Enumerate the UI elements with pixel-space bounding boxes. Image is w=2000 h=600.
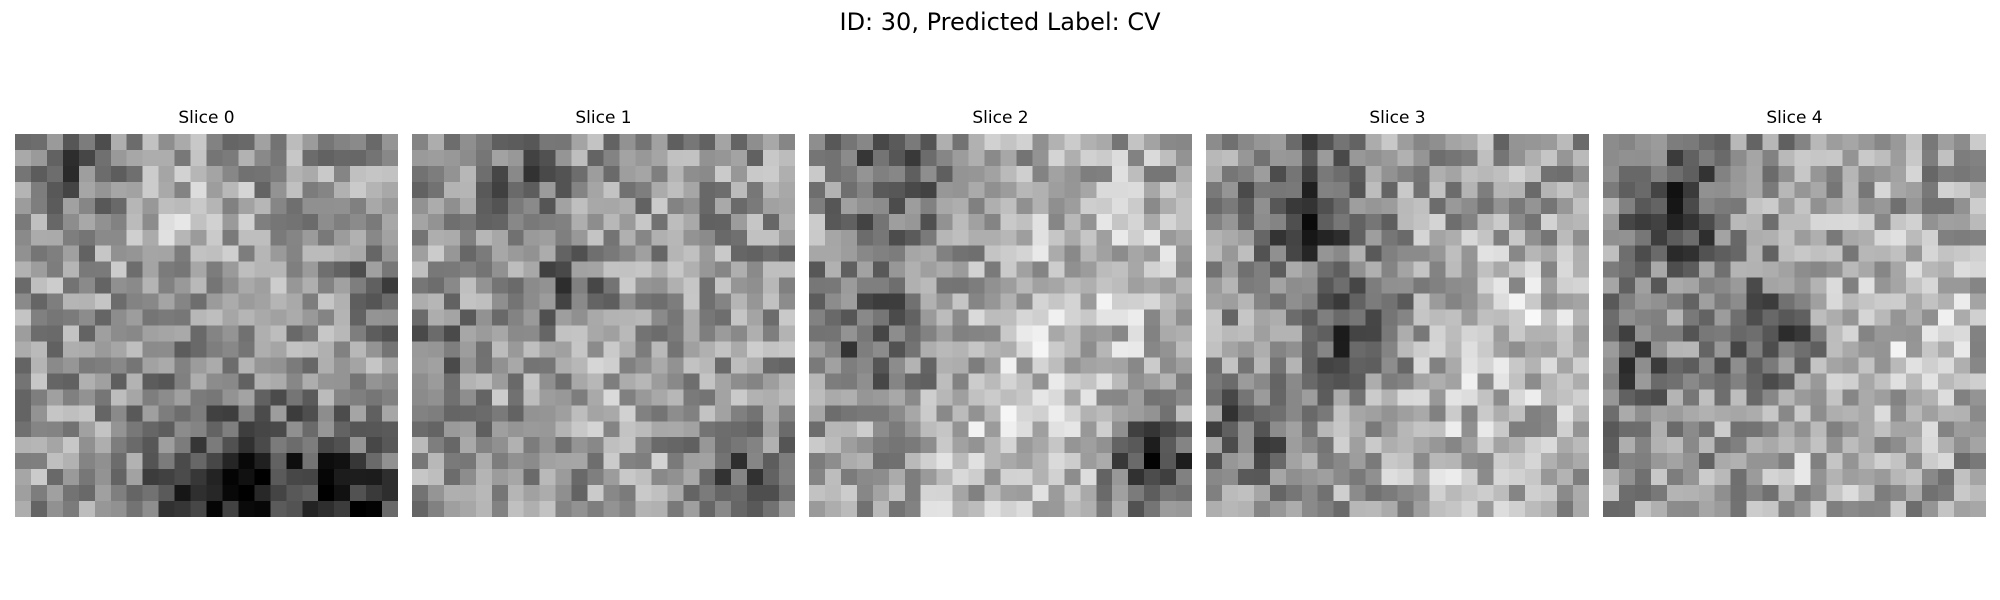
slice-image	[1603, 134, 1986, 517]
slice-image	[412, 134, 795, 517]
slice-image	[809, 134, 1192, 517]
slice-image	[1206, 134, 1589, 517]
slice-image	[15, 134, 398, 517]
figure-title: ID: 30, Predicted Label: CV	[839, 8, 1161, 36]
slice-title: Slice 4	[1766, 108, 1823, 128]
slice-title: Slice 2	[972, 108, 1029, 128]
slice-title: Slice 0	[178, 108, 235, 128]
slice-title: Slice 1	[575, 108, 632, 128]
slice-title: Slice 3	[1369, 108, 1426, 128]
